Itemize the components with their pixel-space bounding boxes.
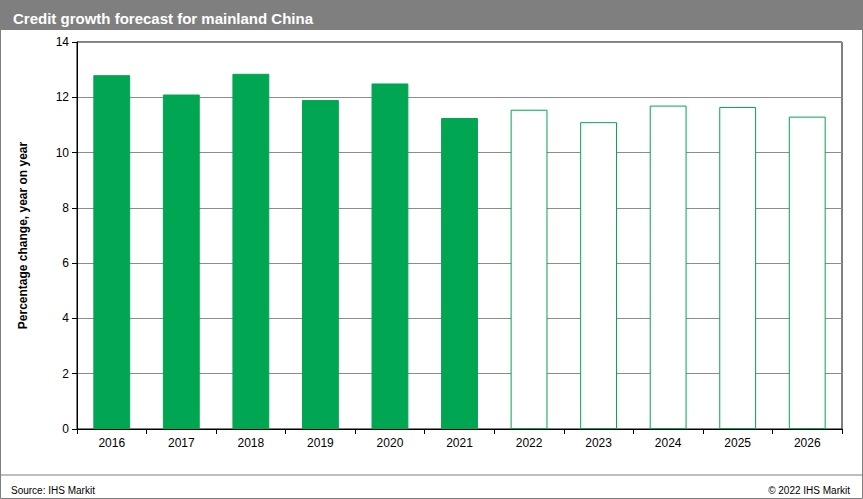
svg-text:12: 12 <box>56 90 70 104</box>
svg-text:2022: 2022 <box>516 436 543 450</box>
svg-text:Credit growth forecast for mai: Credit growth forecast for mainland Chin… <box>13 10 314 27</box>
svg-text:2020: 2020 <box>377 436 404 450</box>
svg-text:© 2022 IHS Markit: © 2022 IHS Markit <box>768 485 850 496</box>
svg-text:2021: 2021 <box>446 436 473 450</box>
svg-text:2026: 2026 <box>794 436 821 450</box>
svg-text:8: 8 <box>62 201 69 215</box>
svg-text:2025: 2025 <box>724 436 751 450</box>
svg-text:14: 14 <box>56 35 70 49</box>
svg-text:0: 0 <box>62 422 69 436</box>
svg-text:Source: IHS Markit: Source: IHS Markit <box>11 485 95 496</box>
svg-text:10: 10 <box>56 146 70 160</box>
svg-text:2019: 2019 <box>307 436 334 450</box>
svg-text:2016: 2016 <box>98 436 125 450</box>
svg-text:2017: 2017 <box>168 436 195 450</box>
svg-text:6: 6 <box>62 256 69 270</box>
svg-text:2: 2 <box>62 367 69 381</box>
svg-text:4: 4 <box>62 311 69 325</box>
svg-text:2024: 2024 <box>655 436 682 450</box>
svg-text:2018: 2018 <box>238 436 265 450</box>
svg-text:Percentage change, year on yea: Percentage change, year on year <box>16 141 30 329</box>
svg-text:2023: 2023 <box>585 436 612 450</box>
